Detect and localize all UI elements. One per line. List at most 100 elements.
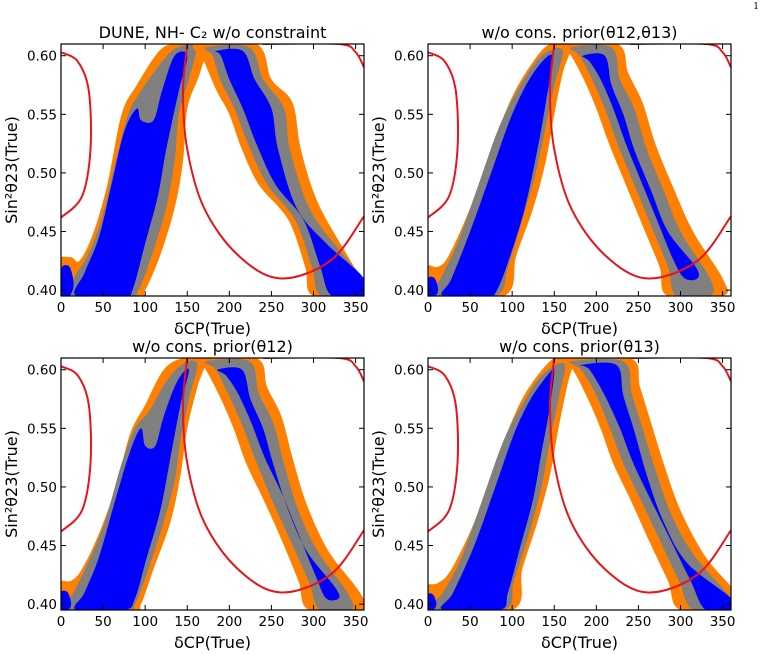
y-tick-label: 0.55	[394, 107, 424, 123]
x-tick-label: 100	[132, 614, 158, 630]
right-band-blue-region	[217, 367, 340, 601]
x-tick-label: 0	[424, 300, 433, 316]
x-tick-label: 50	[461, 614, 478, 630]
x-tick-label: 300	[301, 614, 327, 630]
chart-title: w/o cons. prior(θ12)	[132, 337, 293, 356]
x-tick-label: 250	[259, 300, 285, 316]
plot-frame	[60, 357, 365, 611]
page-number: 1	[753, 2, 759, 12]
x-tick-label: 200	[216, 300, 242, 316]
plot-frame	[427, 43, 732, 297]
y-tick-label: 0.40	[394, 283, 424, 299]
y-tick-label: 0.45	[27, 225, 57, 241]
x-tick-label: 0	[57, 300, 66, 316]
red-contour-line-2	[181, 44, 364, 280]
bottom-left-blue-region	[428, 276, 439, 296]
bottom-left-blue-region	[428, 593, 437, 610]
chart-title: w/o cons. prior(θ13)	[499, 337, 660, 356]
x-tick-label: 150	[541, 300, 567, 316]
y-tick-label: 0.45	[394, 539, 424, 555]
red-contour-line-1	[61, 51, 92, 219]
red-contour-line-2	[548, 358, 731, 594]
red-contour-line-3	[630, 44, 731, 68]
x-tick-label: 300	[668, 614, 694, 630]
y-tick-label: 0.50	[27, 480, 57, 496]
x-tick-label: 50	[94, 300, 111, 316]
y-tick-label: 0.60	[394, 49, 424, 65]
left-band-blue-region	[74, 368, 189, 610]
red-contour-line-3	[630, 358, 731, 382]
y-tick-label: 0.60	[27, 49, 57, 65]
chart-panel-2: 0 50 100 150 200 250 300 350 0.40 0.45 0.50 0.55 0.6…	[369, 23, 735, 338]
right-band-gray-region	[569, 358, 731, 610]
bottom-left-blue-region	[61, 265, 74, 296]
x-tick-label: 300	[301, 300, 327, 316]
y-tick-label: 0.40	[394, 597, 424, 613]
x-tick-label: 350	[343, 614, 369, 630]
red-contour-line-1	[428, 365, 459, 533]
y-tick-label: 0.55	[394, 421, 424, 437]
right-band-blue-region	[214, 48, 364, 296]
y-tick-label: 0.55	[27, 107, 57, 123]
plot-frame	[60, 43, 365, 297]
contour-regions	[428, 44, 731, 296]
chart-panel-4: 0 50 100 150 200 250 300 350 0.40 0.45 0.50 0.55 0.6…	[369, 337, 736, 652]
y-tick-label: 0.45	[27, 539, 57, 555]
red-contour-line-1	[61, 365, 92, 533]
x-tick-label: 250	[626, 300, 652, 316]
y-tick-label: 0.60	[394, 363, 424, 379]
x-tick-label: 150	[174, 614, 200, 630]
y-axis-label: Sin²θ23(True)	[2, 116, 21, 224]
x-tick-label: 150	[541, 614, 567, 630]
x-tick-label: 200	[583, 614, 609, 630]
left-band-blue-region	[440, 367, 555, 610]
y-tick-label: 0.40	[27, 283, 57, 299]
y-tick-label: 0.45	[394, 225, 424, 241]
left-band-blue-region	[441, 54, 554, 296]
red-contour-line-2	[181, 358, 364, 594]
x-tick-label: 150	[174, 300, 200, 316]
chart-panel-3: 0 50 100 150 200 250 300 350 0.40 0.45 0.50 0.55 0.6…	[2, 337, 368, 652]
x-axis-label: δCP(True)	[541, 633, 618, 652]
x-tick-label: 100	[132, 300, 158, 316]
contour-regions	[61, 44, 364, 296]
red-contour-line-1	[428, 51, 459, 219]
y-tick-label: 0.55	[27, 421, 57, 437]
right-band-gray-region	[203, 44, 364, 296]
x-tick-label: 250	[259, 614, 285, 630]
y-axis-label: Sin²θ23(True)	[369, 116, 388, 224]
left-band-blue-region	[74, 51, 188, 296]
bottom-left-blue-region	[61, 590, 72, 610]
y-tick-label: 0.50	[394, 480, 424, 496]
y-tick-label: 0.50	[27, 166, 57, 182]
x-axis-label: δCP(True)	[174, 319, 251, 338]
x-tick-label: 0	[424, 614, 433, 630]
y-axis-label: Sin²θ23(True)	[369, 430, 388, 538]
x-tick-label: 100	[499, 300, 525, 316]
y-tick-label: 0.50	[394, 166, 424, 182]
x-tick-label: 200	[583, 300, 609, 316]
x-tick-label: 350	[710, 300, 736, 316]
right-band-blue-region	[582, 53, 700, 281]
x-tick-label: 350	[343, 300, 369, 316]
y-tick-label: 0.40	[27, 597, 57, 613]
x-tick-label: 350	[710, 614, 736, 630]
x-tick-label: 250	[626, 614, 652, 630]
x-tick-label: 50	[461, 300, 478, 316]
red-contour-line-2	[548, 44, 731, 280]
y-axis-label: Sin²θ23(True)	[2, 430, 21, 538]
chart-title: DUNE, NH- C₂ w/o constraint	[99, 23, 327, 42]
chart-panel-1: 0 50 100 150 200 250 300 350 0.40 0.45 0.50 0.55 0.6…	[2, 23, 369, 338]
y-tick-label: 0.60	[27, 363, 57, 379]
x-tick-label: 100	[499, 614, 525, 630]
x-tick-label: 300	[668, 300, 694, 316]
x-tick-label: 200	[216, 614, 242, 630]
x-tick-label: 0	[57, 614, 66, 630]
red-contour-line-3	[263, 358, 364, 382]
contour-regions	[61, 358, 364, 610]
red-contour-line-3	[263, 44, 364, 68]
x-axis-label: δCP(True)	[174, 633, 251, 652]
contour-regions	[428, 358, 731, 610]
plot-frame	[427, 357, 732, 611]
